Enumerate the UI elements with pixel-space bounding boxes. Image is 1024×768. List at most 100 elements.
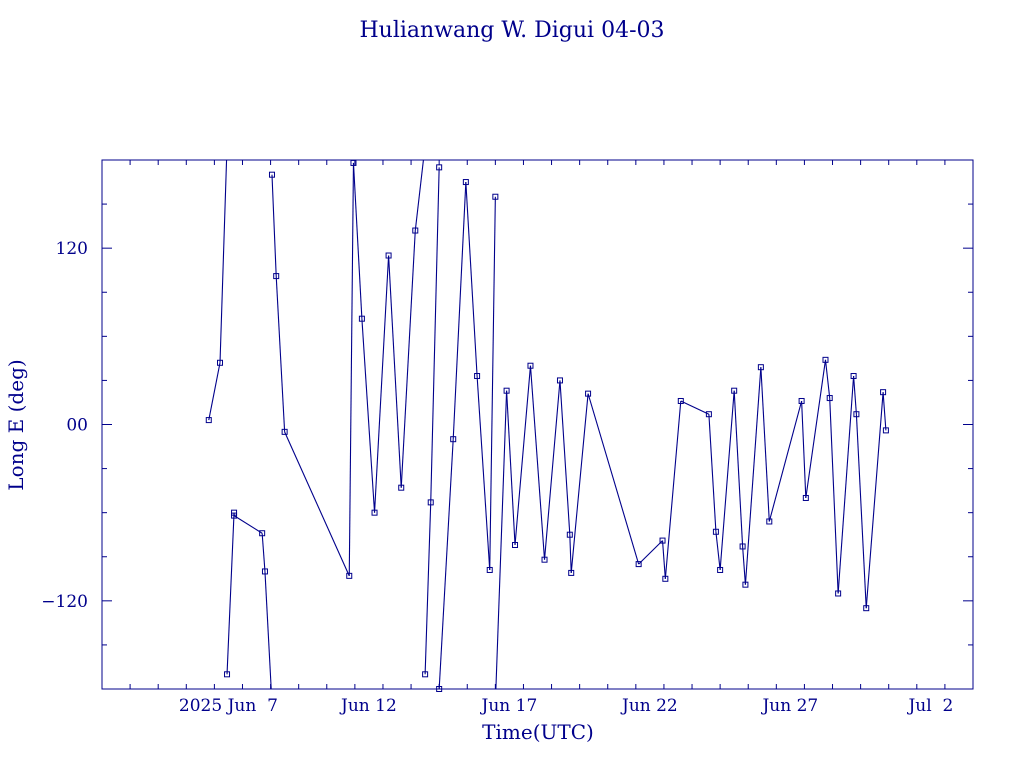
- series-segment: [529, 365, 546, 560]
- data-point: [503, 387, 510, 394]
- data-point: [350, 159, 357, 166]
- series-segment: [506, 390, 516, 546]
- data-point: [259, 530, 266, 537]
- data-point: [556, 377, 563, 384]
- data-point: [882, 427, 889, 434]
- data-point: [412, 227, 419, 234]
- data-point: [422, 671, 429, 678]
- series-segment: [430, 167, 440, 503]
- data-point: [512, 541, 519, 548]
- series-segment: [719, 390, 735, 571]
- series-segment: [400, 230, 416, 488]
- data-point: [585, 390, 592, 397]
- series-segment: [489, 196, 496, 570]
- series-segment: [837, 375, 855, 594]
- data-point: [635, 561, 642, 568]
- series-segment: [744, 367, 762, 585]
- series-segment: [760, 367, 770, 522]
- series-segment: [768, 400, 803, 522]
- tick-labels: 2025 Jun 7 Jun 12 Jun 17 Jun 22 Jun 27 Jul 2 1…: [41, 239, 953, 716]
- data-point: [436, 686, 443, 692]
- data-point: [766, 518, 773, 525]
- axis-ticks: [102, 160, 973, 689]
- data-point: [231, 512, 238, 519]
- series-segment: [208, 362, 221, 421]
- data-point: [853, 411, 860, 418]
- series-segment: [715, 531, 721, 571]
- y-tick-label: −120: [41, 592, 88, 612]
- x-tick-label: Jun 27: [760, 696, 818, 716]
- data-point: [462, 179, 469, 186]
- series-segment: [824, 359, 831, 399]
- series-segment: [664, 400, 682, 579]
- data-point: [712, 528, 719, 535]
- series-segment: [438, 439, 454, 689]
- series-segment: [476, 375, 491, 571]
- data-point: [346, 572, 353, 579]
- series-segment: [680, 400, 710, 415]
- series-segment: [829, 398, 839, 594]
- data-point: [835, 590, 842, 597]
- data-point: [450, 436, 457, 443]
- series-segment: [801, 400, 807, 498]
- data-point: [705, 411, 712, 418]
- y-tick-label: 120: [56, 239, 88, 259]
- series-segment: [424, 502, 432, 675]
- series-segment: [388, 255, 402, 488]
- data-point: [398, 484, 405, 491]
- data-point: [659, 537, 666, 544]
- data-point: [261, 568, 268, 575]
- x-tick-label: Jun 17: [480, 696, 538, 716]
- data-point: [273, 273, 280, 280]
- series-segment: [570, 393, 589, 573]
- series-segment: [361, 318, 376, 513]
- series-segment: [219, 160, 228, 363]
- data-point: [205, 417, 212, 424]
- series-segment: [452, 182, 467, 440]
- data-point: [224, 671, 231, 678]
- series-segment: [865, 392, 884, 609]
- data-point: [739, 543, 746, 550]
- series-segment: [261, 533, 266, 572]
- series-segment: [226, 512, 235, 675]
- series-segment: [543, 380, 561, 560]
- data-point: [541, 556, 548, 563]
- data-point: [802, 494, 809, 501]
- data-point: [757, 364, 764, 371]
- data-point: [742, 581, 749, 588]
- series-segment: [661, 540, 666, 579]
- series-segment: [514, 365, 532, 546]
- series-segment: [275, 276, 286, 432]
- chart-title: Hulianwang W. Digui 04-03: [359, 18, 664, 43]
- plot-frame: [101, 159, 974, 690]
- data-point: [217, 359, 224, 366]
- series-segment: [284, 431, 350, 577]
- series-segment: [559, 380, 571, 535]
- series-segment: [855, 414, 867, 609]
- y-tick-label: 00: [66, 416, 88, 436]
- data-point: [474, 373, 481, 380]
- data-point: [677, 397, 684, 404]
- data-point: [717, 566, 724, 573]
- y-axis-label: Long E (deg): [4, 359, 28, 490]
- data-point: [436, 164, 443, 171]
- data-point: [880, 389, 887, 396]
- series-segment: [414, 160, 424, 231]
- x-tick-label: Jul 2: [906, 696, 953, 716]
- series-segment: [271, 174, 277, 277]
- series-segment: [233, 515, 263, 534]
- data-point: [850, 373, 857, 380]
- data-point: [568, 569, 575, 576]
- data-point: [281, 428, 288, 435]
- data-point: [822, 356, 829, 363]
- series-segment: [348, 162, 355, 576]
- series-segment: [465, 182, 478, 377]
- series-segment: [853, 375, 857, 415]
- series-segment: [495, 390, 508, 689]
- series-segment: [638, 540, 663, 565]
- series-segment: [882, 392, 887, 431]
- data-point: [662, 575, 669, 582]
- series-segment: [733, 390, 744, 547]
- data-point: [826, 395, 833, 402]
- x-tick-label: Jun 22: [620, 696, 678, 716]
